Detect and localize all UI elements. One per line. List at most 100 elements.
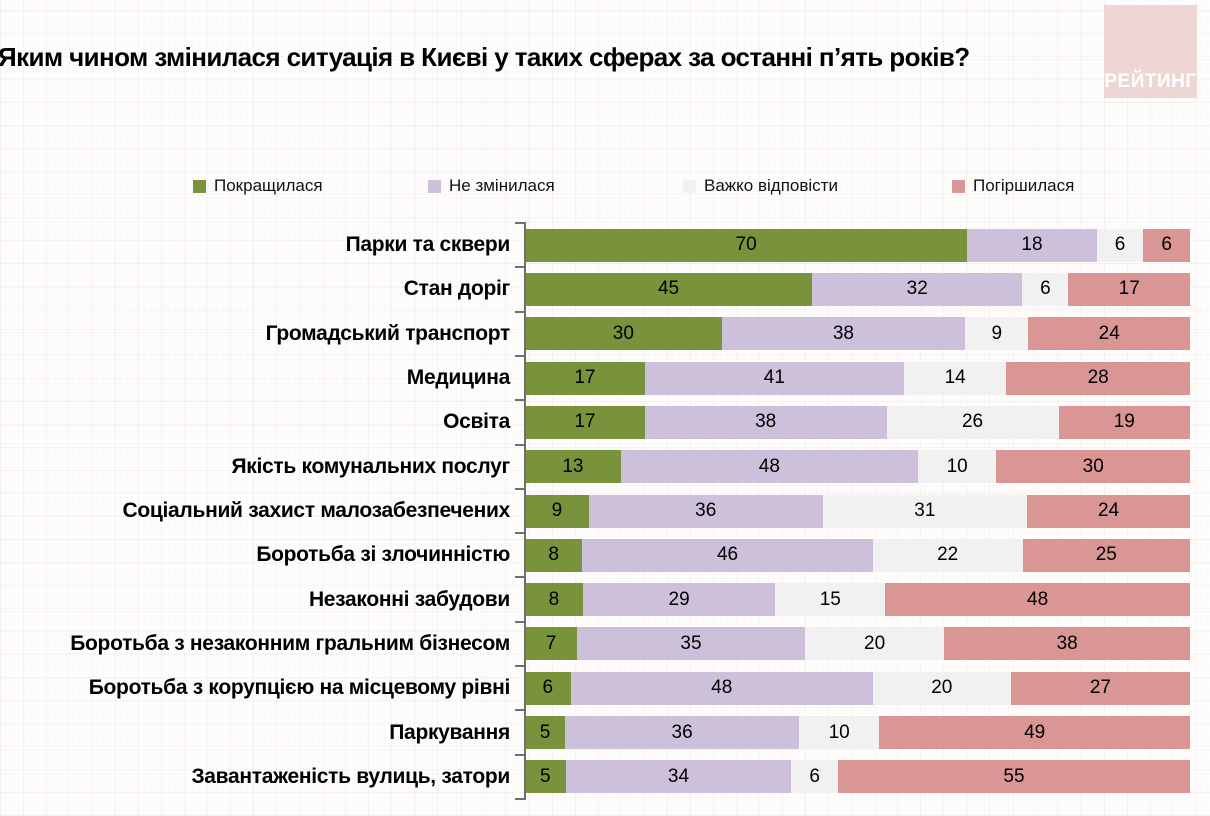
segment-value-label: 35 <box>680 632 702 654</box>
segment-value-label: 70 <box>735 234 757 256</box>
segment-value-label: 29 <box>668 588 690 610</box>
chart-row: Паркування 5 36 10 49 <box>0 710 1190 754</box>
bar-segment-unchanged: 38 <box>721 317 966 351</box>
segment-value-label: 6 <box>1114 234 1126 256</box>
bar-segment-hard-to-say: 15 <box>775 583 886 617</box>
bar-segment-improved: 13 <box>525 450 621 484</box>
bar-segment-worsened: 27 <box>1010 671 1190 705</box>
bar-segment-hard-to-say: 20 <box>804 627 945 661</box>
bar-segment-unchanged: 35 <box>576 627 805 661</box>
axis-tick <box>515 621 524 623</box>
segment-value-label: 20 <box>931 677 953 699</box>
bar-segment-improved: 17 <box>525 361 645 395</box>
stacked-bar: 9 36 31 24 <box>525 494 1190 528</box>
segment-value-label: 17 <box>574 367 596 389</box>
segment-value-label: 6 <box>1040 278 1051 300</box>
category-label: Стан доріг <box>403 277 511 301</box>
segment-value-label: 48 <box>711 677 733 699</box>
bar-segment-worsened: 24 <box>1028 317 1190 351</box>
chart-row: Боротьба з незаконним гральним бізнесом 7… <box>0 622 1190 666</box>
bar-segment-hard-to-say: 6 <box>1096 228 1144 262</box>
segment-value-label: 30 <box>1082 455 1104 477</box>
stacked-bar: 6 48 20 27 <box>525 671 1190 705</box>
segment-value-label: 5 <box>540 765 551 787</box>
segment-value-label: 6 <box>542 677 554 699</box>
segment-value-label: 55 <box>1003 765 1025 787</box>
bar-segment-improved: 8 <box>525 538 583 572</box>
bar-segment-hard-to-say: 31 <box>822 494 1028 528</box>
segment-value-label: 8 <box>548 544 559 566</box>
segment-value-label: 9 <box>991 322 1003 344</box>
legend: Покращилася Не змінилася Важко відповіст… <box>0 176 1210 198</box>
category-axis-line <box>524 222 526 800</box>
legend-item-unchanged: Не змінилася <box>428 176 555 196</box>
segment-value-label: 46 <box>716 544 739 566</box>
stacked-bar: 45 32 6 17 <box>525 272 1190 306</box>
segment-value-label: 38 <box>755 411 777 433</box>
segment-value-label: 6 <box>809 765 820 787</box>
segment-value-label: 5 <box>539 721 551 743</box>
category-label: Боротьба з незаконним гральним бізнесом <box>70 631 510 655</box>
segment-value-label: 27 <box>1089 677 1111 699</box>
category-label: Незаконні забудови <box>308 587 510 611</box>
bar-segment-worsened: 24 <box>1027 494 1190 528</box>
bar-segment-hard-to-say: 9 <box>965 317 1029 351</box>
stacked-bar-chart: Парки та сквери 70 18 6 6 Стан доріг 45 32 6 17 Гр… <box>0 222 1191 800</box>
legend-swatch-improved <box>193 179 206 193</box>
stacked-bar: 8 46 22 25 <box>525 538 1190 572</box>
category-label: Громадський транспорт <box>265 321 511 345</box>
segment-value-label: 48 <box>1027 588 1049 610</box>
legend-item-improved: Покращилася <box>193 176 323 196</box>
legend-swatch-unchanged <box>428 179 441 193</box>
chart-title: Яким чином змінилася ситуація в Києві у … <box>0 42 970 72</box>
bar-segment-unchanged: 36 <box>565 716 800 750</box>
bar-segment-unchanged: 38 <box>644 405 887 439</box>
category-label: Якість комунальних послуг <box>231 454 511 478</box>
legend-swatch-worsened <box>952 179 965 193</box>
segment-value-label: 30 <box>612 322 634 344</box>
axis-tick <box>515 311 524 313</box>
stacked-bar: 17 38 26 19 <box>525 405 1190 439</box>
axis-tick <box>515 222 524 224</box>
segment-value-label: 38 <box>832 322 854 344</box>
segment-value-label: 45 <box>657 278 680 300</box>
chart-row: Завантаженість вулиць, затори 5 34 6 55 <box>0 755 1190 799</box>
bar-segment-worsened: 6 <box>1143 228 1190 262</box>
stacked-bar: 70 18 6 6 <box>525 228 1190 262</box>
bar-segment-worsened: 30 <box>996 450 1190 484</box>
bar-segment-improved: 9 <box>525 494 589 528</box>
axis-tick <box>515 444 524 446</box>
axis-tick <box>515 709 524 711</box>
segment-value-label: 18 <box>1021 234 1043 256</box>
segment-value-label: 36 <box>671 721 693 743</box>
chart-rows: Парки та сквери 70 18 6 6 Стан доріг 45 32 6 17 Гр… <box>0 223 1191 799</box>
axis-tick <box>515 355 524 357</box>
stacked-bar: 7 35 20 38 <box>525 627 1190 661</box>
rating-group-logo-text: РЕЙТИНГ <box>1104 71 1197 92</box>
segment-value-label: 48 <box>758 455 780 477</box>
legend-label: Погіршилася <box>973 176 1075 195</box>
category-label: Парки та сквери <box>345 233 511 257</box>
segment-value-label: 41 <box>763 367 785 389</box>
legend-item-worsened: Погіршилася <box>952 176 1074 196</box>
axis-tick <box>515 665 524 667</box>
segment-value-label: 17 <box>574 411 596 433</box>
chart-row: Незаконні забудови 8 29 15 48 <box>0 578 1191 622</box>
axis-tick <box>515 798 524 800</box>
bar-segment-hard-to-say: 20 <box>872 671 1011 705</box>
bar-segment-hard-to-say: 6 <box>791 760 838 794</box>
segment-value-label: 32 <box>906 278 928 300</box>
stacked-bar: 13 48 10 30 <box>525 450 1190 484</box>
bar-segment-improved: 6 <box>525 671 571 705</box>
segment-value-label: 14 <box>944 367 966 389</box>
bar-segment-hard-to-say: 14 <box>903 361 1007 395</box>
bar-segment-worsened: 48 <box>885 583 1191 617</box>
segment-value-label: 24 <box>1097 500 1120 522</box>
segment-value-label: 38 <box>1056 632 1078 654</box>
chart-row: Якість комунальних послуг 13 48 10 30 <box>0 445 1190 489</box>
legend-swatch-hard-to-say <box>683 179 696 193</box>
legend-item-hard-to-say: Важко відповісти <box>683 176 838 196</box>
axis-tick <box>515 576 524 578</box>
segment-value-label: 19 <box>1113 411 1135 433</box>
category-label: Боротьба з корупцією на місцевому рівні <box>88 676 511 700</box>
